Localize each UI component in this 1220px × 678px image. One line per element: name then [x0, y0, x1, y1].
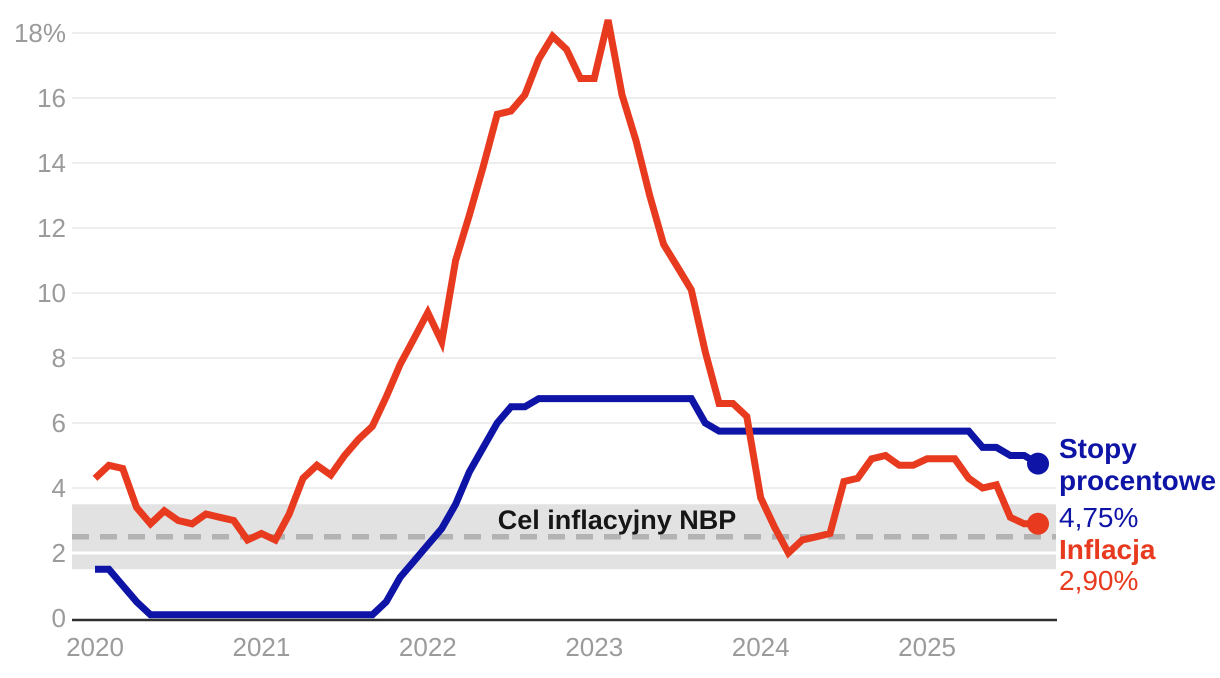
inflation-target-label: Cel inflacyjny NBP: [497, 505, 737, 535]
svg-text:2021: 2021: [232, 632, 290, 662]
y-axis-tick-labels: 0 2 4 6 8 10 12 14 16 18%: [14, 18, 66, 633]
gridlines: [72, 32, 1056, 555]
x-axis-tick-labels: 2020 2021 2022 2023 2024 2025: [66, 632, 956, 662]
svg-text:0: 0: [52, 603, 66, 633]
svg-text:16: 16: [37, 83, 66, 113]
svg-text:2024: 2024: [732, 632, 790, 662]
legend-inflation-label: Inflacja: [1059, 534, 1156, 565]
svg-text:14: 14: [37, 148, 66, 178]
svg-text:2022: 2022: [399, 632, 457, 662]
svg-text:2020: 2020: [66, 632, 124, 662]
rates-endpoint-dot: [1027, 452, 1050, 475]
legend-rates-label: Stopy procentowe: [1059, 433, 1217, 496]
svg-text:12: 12: [37, 213, 66, 243]
svg-text:10: 10: [37, 278, 66, 308]
inflation-line: [92, 19, 1038, 559]
legend-inflation-value: 2,90%: [1059, 565, 1139, 596]
svg-text:2: 2: [52, 538, 66, 568]
svg-text:8: 8: [52, 343, 66, 373]
svg-text:18%: 18%: [14, 18, 66, 48]
series-endpoint-dots: [1027, 452, 1050, 535]
rates-line: [95, 395, 1040, 619]
svg-text:2023: 2023: [565, 632, 623, 662]
data-series-lines: [92, 19, 1040, 619]
svg-text:2025: 2025: [898, 632, 956, 662]
svg-text:4: 4: [52, 473, 66, 503]
legend-rates-value: 4,75%: [1059, 502, 1139, 533]
inflation-endpoint-dot: [1027, 512, 1050, 535]
svg-text:6: 6: [52, 408, 66, 438]
